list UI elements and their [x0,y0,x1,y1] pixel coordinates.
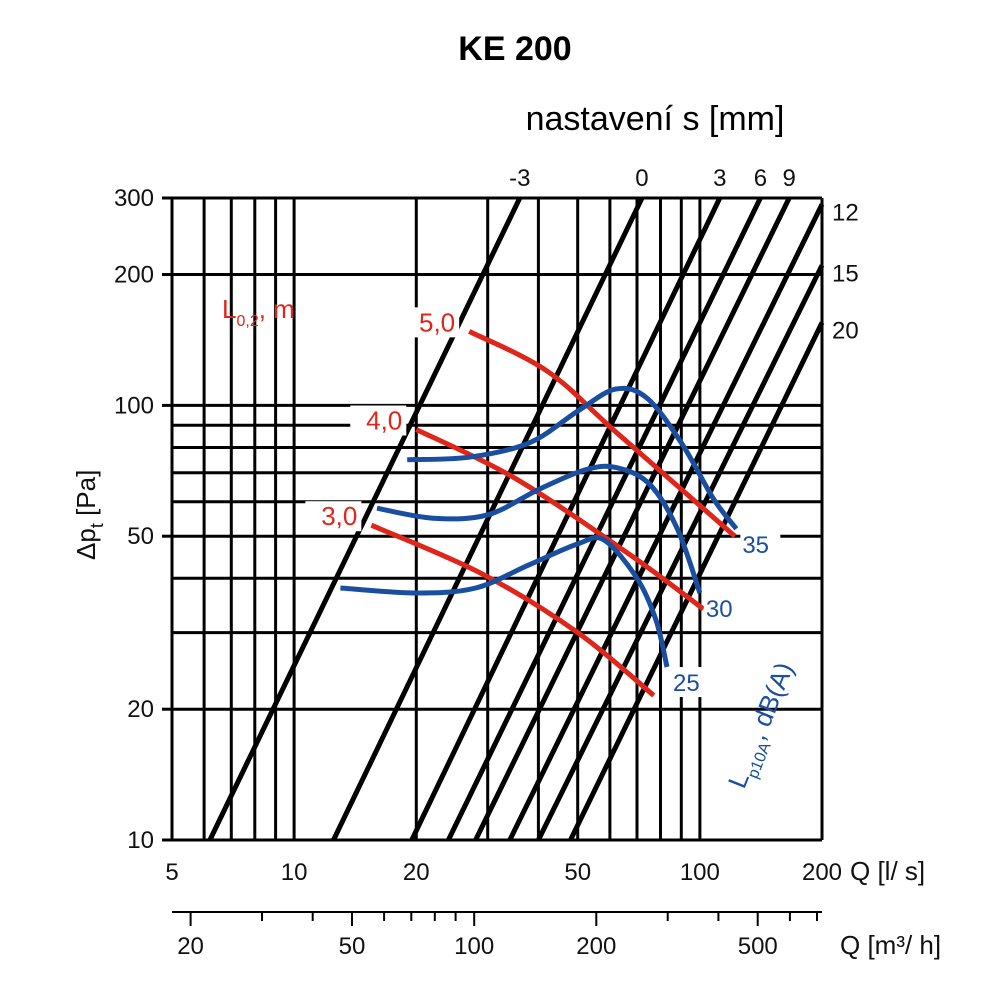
noise-curves [340,385,739,668]
noise-curve-label: 25 [673,670,700,697]
labels: -3 0 3 6 9 12 15 20 5,0 4,0 3,0 35 30 25 L0,2, m Lp10A,… [222,165,859,795]
y-tick-label: 200 [114,262,154,289]
setting-line [409,196,723,842]
setting-label: 12 [832,199,859,226]
y-axis-label: Δpt [Pa] [71,470,107,560]
x2-tick-label: 20 [177,933,204,960]
throw-line-label: 5,0 [419,307,455,337]
setting-line [207,196,523,842]
x2-tick-label: 100 [454,933,494,960]
setting-label: 0 [635,165,648,192]
x2-tick-label: 500 [738,933,778,960]
throw-label-bg [350,405,407,436]
noise-label-bg [740,528,781,559]
setting-line [331,196,645,842]
throw-line [370,522,656,698]
throw-series-name: L0,2, m [222,294,295,330]
setting-label: 3 [713,165,726,192]
x-tick-label: 50 [564,859,591,886]
x2-tick-label: 50 [339,933,366,960]
noise-curve-label: 30 [706,596,733,623]
chart-title: KE 200 [458,30,571,68]
x2-axis-label: Q [m³/ h] [840,930,941,960]
setting-label: 9 [782,165,795,192]
setting-label: 20 [832,318,859,345]
x-tick-label: 10 [281,859,308,886]
y-tick-label: 20 [127,696,154,723]
noise-curve [376,463,703,594]
setting-label: -3 [509,165,530,192]
x-axis-label: Q [l/ s] [850,856,925,886]
x2-tick-label: 200 [576,933,616,960]
x-tick-label: 5 [165,859,178,886]
noise-curve-label: 35 [742,532,769,559]
x-tick-label: 100 [680,859,720,886]
setting-line [473,196,792,842]
throw-line-label: 3,0 [321,501,357,531]
top-axis-label: nastavení s [mm] [526,100,785,138]
noise-series-name: Lp10A, dB(A) [722,658,805,795]
y-tick-label: 50 [127,523,154,550]
throw-label-bg [403,307,460,338]
x-tick-label: 200 [802,859,842,886]
setting-line [536,264,825,842]
x-tick-label: 20 [403,859,430,886]
setting-line [507,203,825,842]
noise-curve [340,535,670,668]
setting-lines [207,196,825,842]
setting-label: 6 [754,165,767,192]
y-tick-label: 10 [127,827,154,854]
y-tick-label: 300 [114,185,154,212]
axes: 10 20 50 100 200 300 5 10 20 50 100 200 Q [l/ s] Δpt … [71,185,941,960]
y-tick-label: 100 [114,392,154,419]
throw-label-bg [305,501,362,532]
noise-curve [407,385,739,531]
noise-label-bg [671,667,712,698]
throw-line-label: 4,0 [366,406,402,436]
setting-label: 15 [832,260,859,287]
throw-line [415,427,705,612]
noise-label-bg [703,593,744,624]
setting-line [446,196,763,842]
